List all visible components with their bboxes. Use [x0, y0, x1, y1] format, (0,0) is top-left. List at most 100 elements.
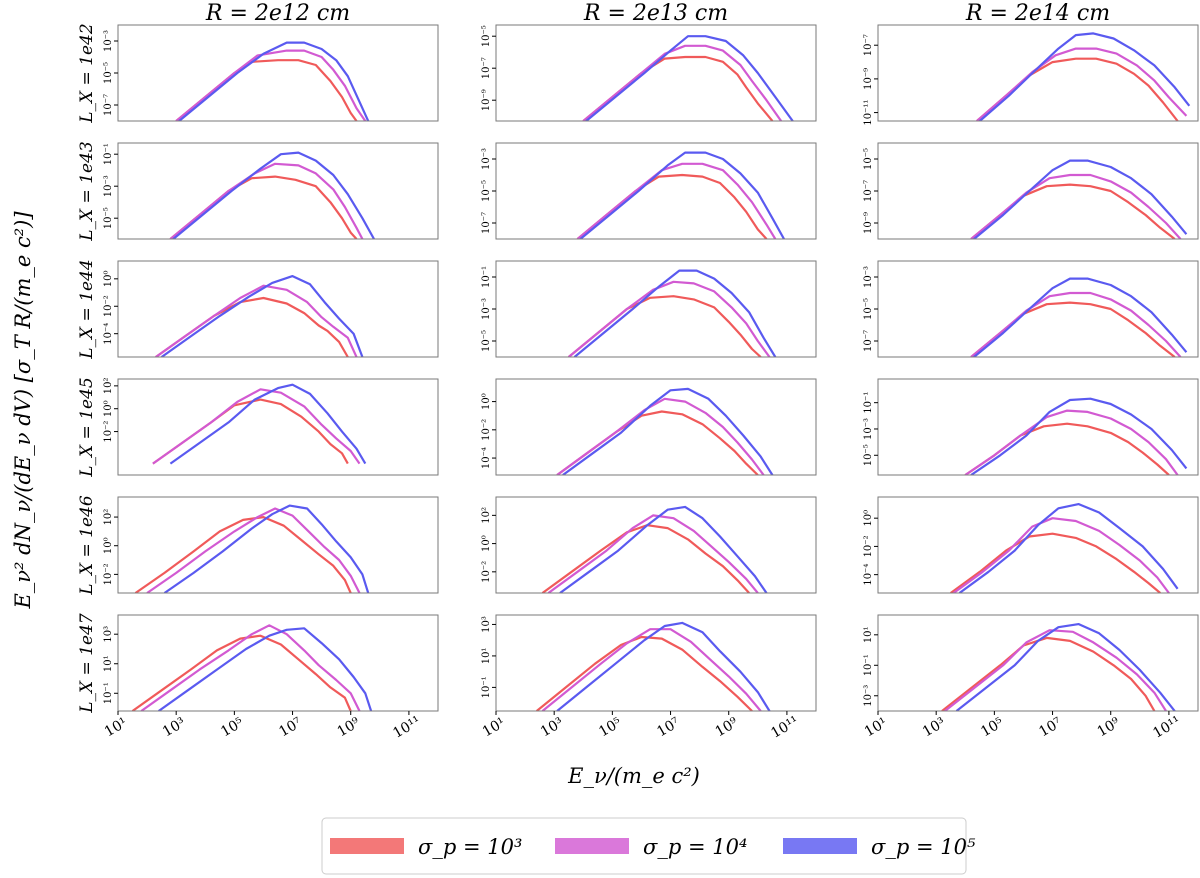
- series-line: [964, 409, 1179, 475]
- column-titles: R = 2e12 cm R = 2e13 cm R = 2e14 cm: [205, 1, 1110, 26]
- panel-frame: [495, 614, 817, 712]
- y-tick-label: 10⁻⁹: [481, 89, 492, 111]
- y-tick-label: 10¹: [481, 648, 492, 665]
- y-tick-label: 10⁻⁵: [863, 148, 874, 170]
- panel-frame: [877, 260, 1199, 358]
- panel-frame: [877, 24, 1199, 122]
- y-tick-label: 10⁻⁵: [863, 298, 874, 320]
- panel-frame: [877, 614, 1199, 712]
- panel: 10⁰ 10⁻² 10⁻⁴ L_X = 1e44: [77, 259, 439, 360]
- panel-frame: [495, 378, 817, 476]
- y-tick-label: 10⁻⁵: [481, 330, 492, 352]
- y-tick-label: 10⁻³: [863, 266, 874, 288]
- y-tick-label: 10⁻¹: [863, 392, 874, 414]
- y-tick-label: 10⁻³: [481, 148, 492, 170]
- series-line: [958, 503, 1179, 593]
- series-line: [970, 173, 1182, 239]
- series-line: [131, 634, 352, 711]
- x-tick-label: 10⁹: [713, 715, 742, 741]
- series-line: [163, 504, 370, 593]
- y-tick-label: 10⁻⁹: [863, 68, 874, 90]
- panel-series: [152, 383, 367, 465]
- x-tick-label: 10¹¹: [768, 713, 801, 741]
- panel: 10⁻⁵ 10⁻⁷ 10⁻⁹: [481, 24, 817, 122]
- y-tick-label: 10⁻⁷: [481, 57, 492, 79]
- series-line: [169, 383, 367, 465]
- x-tick-label: 10¹: [102, 715, 130, 741]
- x-tick-label: 10³: [920, 715, 948, 741]
- y-tick-label: 10⁻⁵: [103, 62, 114, 84]
- series-line: [970, 183, 1176, 239]
- panel-frame: [877, 142, 1199, 240]
- y-axis-label: E_ν² dN_ν/(dE_ν dV) [σ_T R/(m_e c²)]: [11, 211, 35, 610]
- panel-series: [582, 35, 794, 121]
- panel-frame: [877, 496, 1199, 594]
- y-tick-label: 10⁻¹: [103, 143, 114, 165]
- y-tick-label: 10⁻⁵: [863, 444, 874, 466]
- panel-series: [576, 151, 785, 239]
- series-line: [582, 44, 783, 121]
- series-line: [582, 55, 774, 121]
- x-axis-label: E_ν/(m_e c²): [567, 764, 700, 788]
- y-tick-label: 10⁻²: [103, 295, 114, 317]
- y-tick-label: 10⁻⁷: [863, 330, 874, 352]
- panel-series: [536, 621, 771, 711]
- y-tick-label: 10²: [103, 377, 114, 394]
- column-title: R = 2e13 cm: [583, 1, 728, 26]
- x-tick-label: 10¹: [862, 715, 890, 741]
- panel-frame: [117, 260, 439, 358]
- series-line: [955, 623, 1176, 711]
- series-line: [160, 275, 364, 357]
- panel: 10¹ 10⁻¹ 10⁻³ 10¹ 10³ 10⁵ 10⁷ 10⁹ 10¹¹: [862, 614, 1199, 742]
- series-line: [559, 505, 768, 593]
- y-tick-label: 10⁰: [481, 535, 492, 552]
- x-tick-label: 10⁷: [654, 715, 683, 741]
- panel-frame: [117, 378, 439, 476]
- panel-series: [970, 159, 1188, 239]
- legend-frame: [321, 817, 967, 875]
- column-title: R = 2e14 cm: [965, 1, 1110, 26]
- x-tick-label: 10³: [160, 715, 188, 741]
- y-tick-label: 10⁻²: [481, 561, 492, 583]
- x-tick-label: 10³: [538, 715, 566, 741]
- x-tick-label: 10¹¹: [390, 713, 423, 741]
- panel-grid: 10⁻³ 10⁻⁵ 10⁻⁷ L_X = 1e42 10⁻⁵ 10⁻⁷ 10⁻⁹ 10⁻⁷ 10…: [77, 23, 1199, 742]
- panel-frame: [495, 260, 817, 358]
- series-line: [944, 629, 1167, 711]
- series-line: [152, 388, 361, 465]
- series-line: [134, 516, 352, 593]
- x-tick-label: 10⁵: [218, 715, 247, 741]
- legend-swatch: [330, 838, 404, 854]
- series-line: [155, 296, 349, 357]
- y-tick-label: 10³: [103, 626, 114, 643]
- panel: 10² 10⁰ 10⁻²: [481, 496, 817, 594]
- panel-frame: [877, 378, 1199, 476]
- y-tick-label: 10⁻⁷: [481, 212, 492, 234]
- row-label: L_X = 1e42: [77, 23, 97, 123]
- y-tick-label: 10⁻⁷: [863, 180, 874, 202]
- x-tick-label: 10⁹: [1095, 715, 1124, 741]
- x-tick-label: 10¹¹: [1150, 713, 1183, 741]
- x-tick-label: 10¹: [480, 715, 508, 741]
- panel-frame: [117, 24, 439, 122]
- panel: 10⁻¹ 10⁻³ 10⁻⁵: [863, 378, 1199, 476]
- y-tick-label: 10⁰: [863, 510, 874, 527]
- y-tick-label: 10⁻¹: [103, 682, 114, 704]
- y-tick-label: 10⁻³: [103, 175, 114, 197]
- y-tick-label: 10⁻⁴: [863, 564, 874, 586]
- y-tick-label: 10⁻²: [481, 419, 492, 441]
- y-tick-label: 10⁻⁷: [103, 94, 114, 116]
- panel-series: [131, 624, 373, 711]
- panel: 10⁰ 10⁻² 10⁻⁴: [481, 378, 817, 476]
- x-tick-label: 10⁵: [596, 715, 625, 741]
- y-tick-label: 10⁻²: [103, 563, 114, 585]
- row-label: L_X = 1e47: [77, 613, 97, 714]
- panel-series: [976, 32, 1191, 121]
- y-tick-label: 10⁻⁷: [863, 34, 874, 56]
- y-tick-label: 10⁻⁵: [481, 180, 492, 202]
- y-tick-label: 10⁻³: [103, 30, 114, 52]
- panel-frame: [495, 24, 817, 122]
- series-line: [970, 291, 1182, 357]
- panel: 10⁻¹ 10⁻³ 10⁻⁵: [481, 260, 817, 358]
